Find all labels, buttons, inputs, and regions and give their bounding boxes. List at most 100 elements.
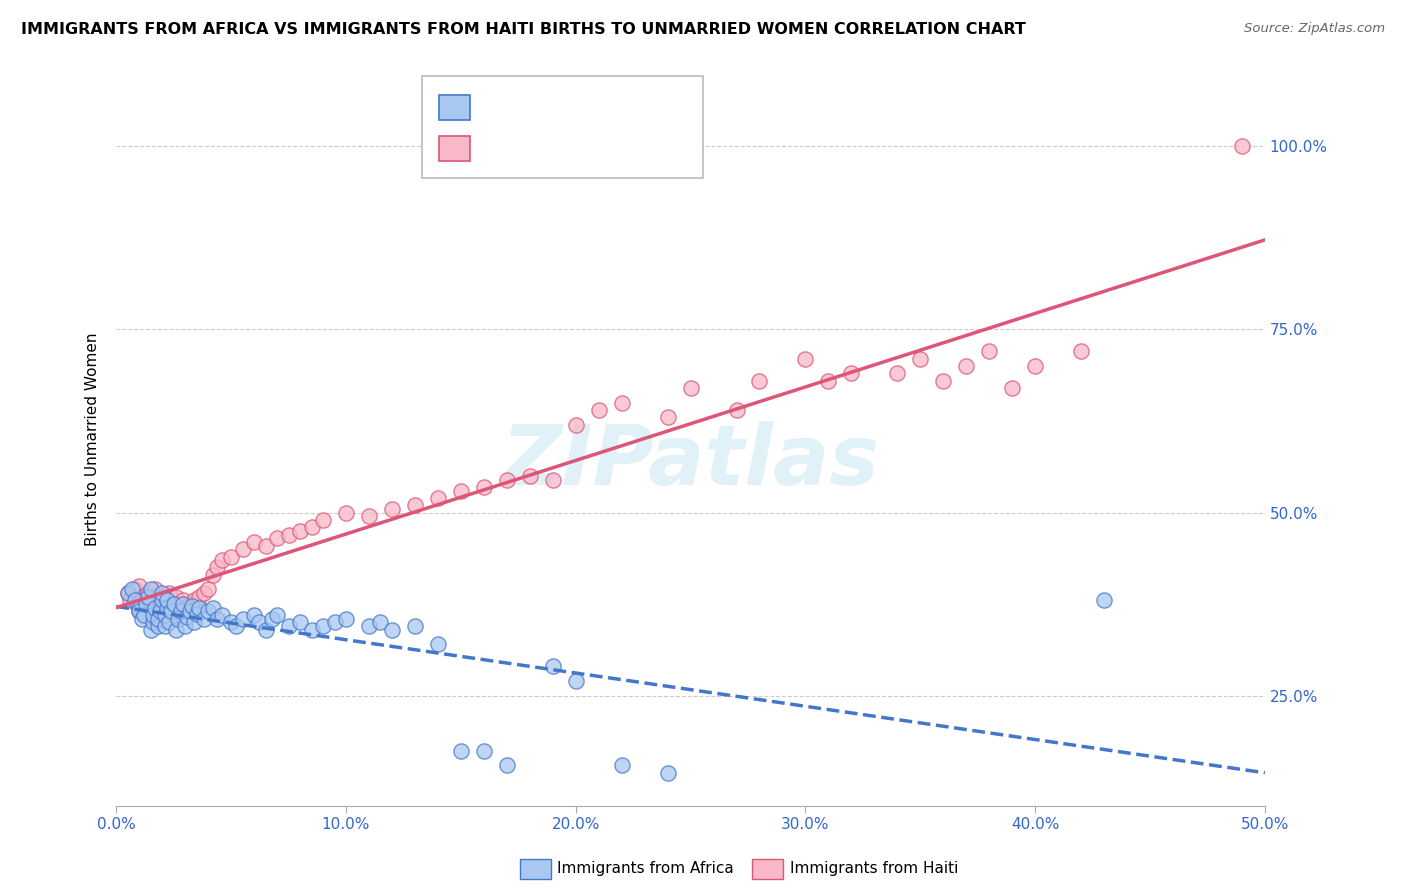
- Point: [323, 615, 346, 630]
- Point: [172, 597, 194, 611]
- Text: Source: ZipAtlas.com: Source: ZipAtlas.com: [1244, 22, 1385, 36]
- Point: [225, 619, 247, 633]
- Point: [142, 590, 165, 604]
- Point: [156, 593, 179, 607]
- Point: [120, 593, 142, 607]
- Point: [219, 615, 242, 630]
- Point: [146, 612, 169, 626]
- Point: [169, 600, 191, 615]
- Point: [541, 659, 564, 673]
- Point: [794, 351, 817, 366]
- Point: [167, 612, 190, 626]
- Point: [139, 582, 162, 597]
- Point: [117, 586, 139, 600]
- Point: [243, 608, 266, 623]
- Point: [277, 527, 299, 541]
- Point: [541, 473, 564, 487]
- Point: [201, 567, 224, 582]
- Point: [131, 590, 153, 604]
- Point: [519, 469, 541, 483]
- Point: [243, 534, 266, 549]
- Y-axis label: Births to Unmarried Women: Births to Unmarried Women: [86, 333, 100, 546]
- Point: [426, 491, 449, 505]
- Point: [472, 744, 495, 758]
- Point: [910, 351, 932, 366]
- Point: [404, 619, 426, 633]
- Point: [153, 608, 176, 623]
- Point: [156, 600, 179, 615]
- Point: [247, 615, 270, 630]
- Point: [404, 498, 426, 512]
- Point: [357, 619, 380, 633]
- Point: [143, 582, 166, 597]
- Point: [125, 597, 148, 611]
- Point: [150, 586, 173, 600]
- Point: [156, 593, 179, 607]
- Point: [188, 600, 211, 615]
- Point: [131, 612, 153, 626]
- Point: [186, 607, 208, 621]
- Point: [117, 586, 139, 600]
- Point: [207, 560, 229, 574]
- Point: [167, 608, 190, 623]
- Point: [381, 501, 404, 516]
- Point: [266, 608, 288, 623]
- Point: [610, 395, 633, 409]
- Point: [121, 582, 143, 597]
- Point: [197, 604, 219, 618]
- Point: [157, 586, 180, 600]
- Point: [335, 506, 357, 520]
- Point: [193, 586, 215, 600]
- Point: [172, 593, 194, 607]
- Point: [657, 765, 679, 780]
- Text: Immigrants from Haiti: Immigrants from Haiti: [790, 862, 959, 876]
- Point: [139, 608, 162, 623]
- Point: [211, 553, 233, 567]
- Point: [748, 374, 770, 388]
- Point: [564, 674, 586, 689]
- Point: [149, 604, 172, 618]
- Point: [219, 549, 242, 564]
- Point: [817, 374, 839, 388]
- Point: [610, 758, 633, 772]
- Point: [142, 615, 165, 630]
- Point: [357, 509, 380, 524]
- Point: [886, 367, 908, 381]
- Point: [312, 513, 335, 527]
- Point: [495, 758, 517, 772]
- Point: [211, 608, 233, 623]
- Point: [132, 600, 155, 615]
- Text: Immigrants from Africa: Immigrants from Africa: [557, 862, 734, 876]
- Point: [165, 590, 187, 604]
- Point: [146, 619, 169, 633]
- Point: [143, 600, 166, 615]
- Point: [163, 597, 186, 611]
- Point: [201, 600, 224, 615]
- Point: [588, 403, 610, 417]
- Point: [135, 593, 157, 607]
- Point: [232, 612, 254, 626]
- Point: [146, 604, 169, 618]
- Point: [160, 604, 183, 618]
- Point: [124, 582, 146, 597]
- Point: [472, 480, 495, 494]
- Point: [193, 612, 215, 626]
- Point: [335, 612, 357, 626]
- Point: [142, 597, 165, 611]
- Point: [128, 600, 150, 615]
- Point: [181, 599, 204, 614]
- Point: [679, 381, 702, 395]
- Point: [564, 417, 586, 432]
- Point: [262, 612, 284, 626]
- Text: IMMIGRANTS FROM AFRICA VS IMMIGRANTS FROM HAITI BIRTHS TO UNMARRIED WOMEN CORREL: IMMIGRANTS FROM AFRICA VS IMMIGRANTS FRO…: [21, 22, 1026, 37]
- Point: [124, 593, 146, 607]
- Point: [135, 597, 157, 611]
- Point: [188, 590, 211, 604]
- Point: [657, 410, 679, 425]
- Point: [183, 615, 205, 630]
- Point: [955, 359, 977, 373]
- Point: [288, 524, 311, 538]
- Point: [179, 597, 201, 611]
- Point: [149, 597, 172, 611]
- Point: [165, 623, 187, 637]
